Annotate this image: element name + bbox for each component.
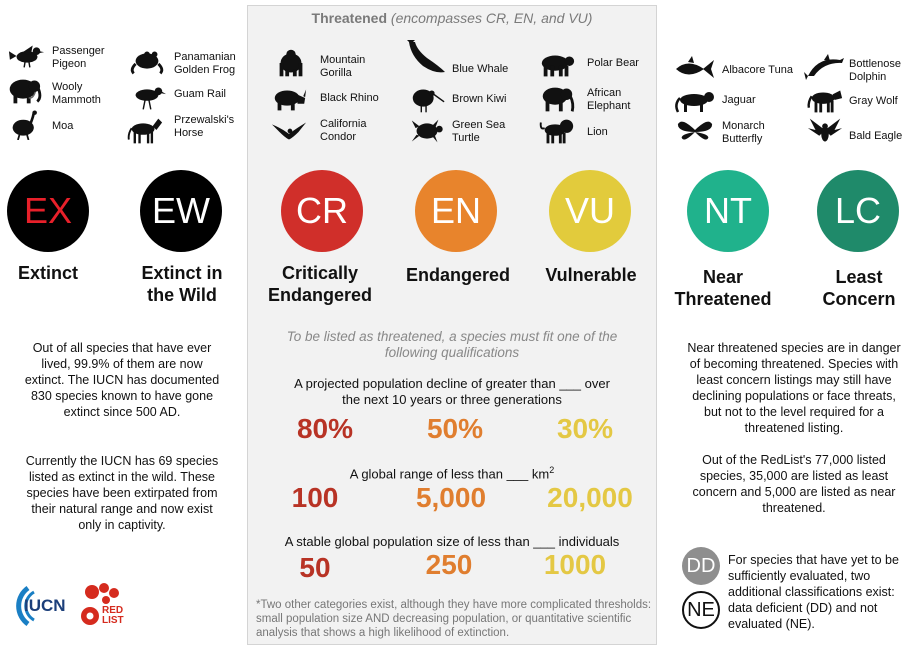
animal-label: Guam Rail	[174, 88, 226, 100]
condor-icon	[270, 116, 308, 146]
dd-circle: DD	[682, 547, 720, 585]
ew-circle: EW	[140, 170, 222, 252]
animal-label: Brown Kiwi	[452, 93, 507, 105]
iucn-logo: IUCN	[12, 582, 70, 630]
animal-label: Black Rhino	[320, 92, 379, 104]
lion-icon	[538, 116, 576, 146]
animal-label: Gray Wolf	[849, 95, 898, 107]
dd-ne-description: For species that have yet to be sufficie…	[728, 553, 899, 631]
cr-range-value: 100	[291, 482, 339, 513]
frog-icon	[128, 46, 166, 76]
vu-label: Vulnerable	[545, 265, 637, 285]
en-range-value: 5,000	[415, 482, 487, 513]
vu-range-value: 20,000	[547, 482, 633, 513]
rail-icon	[128, 82, 166, 112]
threatened-panel	[247, 5, 657, 645]
ew-label: Extinct in the Wild	[141, 263, 223, 305]
ne-circle: NE	[682, 591, 720, 629]
animal-label: Blue Whale	[452, 63, 509, 75]
tuna-icon	[670, 54, 716, 84]
ex-circle: EX	[7, 170, 89, 252]
moa-icon	[6, 110, 44, 140]
cr-circle: CR	[281, 170, 363, 252]
animal-label: African Elephant	[587, 87, 631, 112]
animal-label: Moa	[52, 120, 74, 132]
animal-label: Mountain Gorilla	[320, 54, 366, 79]
animal-label: Przewalski's Horse	[174, 114, 235, 139]
near-threatened-description: Near threatened species are in danger of…	[687, 341, 901, 435]
animal-label: Bald Eagle	[849, 130, 903, 142]
lc-circle: LC	[817, 170, 899, 252]
wolf-icon	[806, 86, 844, 116]
animal-label: California Condor	[320, 118, 367, 143]
vu-decline-value: 30%	[556, 413, 614, 444]
eagle-icon	[806, 116, 844, 146]
whale-icon	[405, 40, 447, 76]
pigeon-icon	[8, 40, 46, 70]
ex-label: Extinct	[17, 263, 78, 283]
en-circle: EN	[415, 170, 497, 252]
threatened-panel-title: Threatened (encompasses CR, EN, and VU)	[311, 10, 593, 26]
animal-label: Passenger Pigeon	[52, 45, 105, 70]
animal-label: Jaguar	[722, 94, 756, 106]
animal-label: Lion	[587, 126, 608, 138]
vu-stable-value: 1000	[543, 549, 607, 580]
animal-label: Polar Bear	[587, 57, 639, 69]
rhino-icon	[270, 84, 308, 114]
horse-icon	[126, 116, 164, 146]
bear-icon	[538, 50, 576, 80]
cr-decline-value: 80%	[296, 413, 354, 444]
range-criterion: A global range of less than ___ km2	[349, 465, 555, 482]
listing-stats: Out of the RedList's 77,000 listed speci…	[692, 453, 896, 515]
redlist-logo: RED LIST	[80, 582, 130, 630]
animal-label: Albacore Tuna	[722, 64, 793, 76]
en-stable-value: 250	[425, 549, 473, 580]
vu-circle: VU	[549, 170, 631, 252]
animal-label: Monarch Butterfly	[722, 120, 765, 145]
footnote: *Two other categories exist, although th…	[256, 599, 652, 639]
animal-label: Green Sea Turtle	[452, 119, 506, 144]
elephant-icon	[538, 84, 576, 114]
nt-circle: NT	[687, 170, 769, 252]
decline-criterion: A projected population decline of greate…	[294, 376, 610, 407]
butterfly-icon	[676, 116, 714, 146]
animal-label: Wooly Mammoth	[52, 81, 101, 106]
jaguar-icon	[672, 86, 718, 116]
mammoth-icon	[4, 76, 42, 106]
animal-label: Panamanian Golden Frog	[174, 51, 236, 76]
cr-stable-value: 50	[299, 552, 331, 583]
gorilla-icon	[272, 48, 310, 78]
criteria-intro: To be listed as threatened, a species mu…	[286, 329, 618, 360]
dolphin-icon	[804, 52, 846, 82]
animal-label: Bottlenose Dolphin	[849, 58, 901, 83]
extinct-description: Out of all species that have ever lived,…	[24, 341, 220, 419]
extinct-wild-description: Currently the IUCN has 69 species listed…	[25, 454, 219, 532]
en-label: Endangered	[405, 265, 511, 285]
stable-criterion: A stable global population size of less …	[284, 534, 620, 549]
nt-label: Near Threatened	[674, 267, 772, 309]
en-decline-value: 50%	[426, 413, 484, 444]
cr-label: Critically Endangered	[267, 263, 373, 305]
lc-label: Least Concern	[822, 267, 896, 309]
kiwi-icon	[408, 84, 446, 114]
turtle-icon	[408, 116, 446, 146]
